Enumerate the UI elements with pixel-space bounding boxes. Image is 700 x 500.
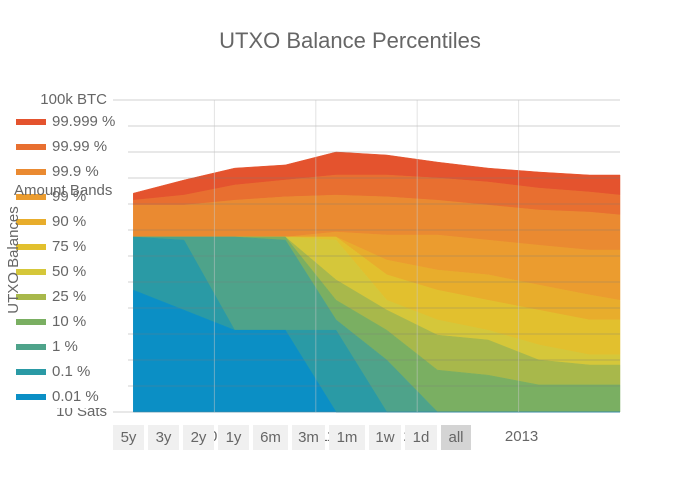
- legend-label: 1 %: [52, 338, 78, 355]
- range-button-label[interactable]: all: [448, 429, 463, 446]
- legend-label: 50 %: [52, 263, 86, 280]
- range-button-label[interactable]: 3y: [156, 429, 172, 446]
- legend-label: 0.01 %: [52, 388, 99, 405]
- legend-label: 75 %: [52, 238, 86, 255]
- legend-box: [10, 110, 128, 408]
- chart-title: UTXO Balance Percentiles: [219, 28, 481, 53]
- range-button[interactable]: [183, 425, 214, 450]
- range-button[interactable]: [113, 425, 144, 450]
- legend-label: 99 %: [52, 188, 86, 205]
- range-button-label[interactable]: 3m: [298, 429, 319, 446]
- range-button[interactable]: [329, 425, 365, 450]
- legend-label: 99.9 %: [52, 163, 99, 180]
- range-button[interactable]: [148, 425, 179, 450]
- x-tick-label: 2013: [505, 428, 538, 445]
- range-button-label[interactable]: 2y: [191, 429, 207, 446]
- legend-label: 99.999 %: [52, 113, 115, 130]
- range-button-label[interactable]: 1y: [226, 429, 242, 446]
- y-tick-label: 100k BTC: [40, 91, 107, 108]
- range-button-label[interactable]: 1d: [413, 429, 430, 446]
- legend-title: Amount Bands: [14, 182, 112, 199]
- range-button-label[interactable]: 6m: [260, 429, 281, 446]
- legend-label: 10 %: [52, 313, 86, 330]
- range-button[interactable]: [405, 425, 437, 450]
- range-button[interactable]: [253, 425, 288, 450]
- legend-label: 90 %: [52, 213, 86, 230]
- legend-label: 25 %: [52, 288, 86, 305]
- range-button-label[interactable]: 5y: [121, 429, 137, 446]
- range-button-label[interactable]: 1w: [375, 429, 394, 446]
- range-button[interactable]: [218, 425, 249, 450]
- range-button[interactable]: [441, 425, 471, 450]
- range-button-label[interactable]: 1m: [337, 429, 358, 446]
- range-button[interactable]: [292, 425, 325, 450]
- legend-label: 99.99 %: [52, 138, 107, 155]
- legend-label: 0.1 %: [52, 363, 90, 380]
- range-button[interactable]: [369, 425, 401, 450]
- y-axis-title: UTXO Balances: [5, 206, 22, 314]
- band-area: [133, 289, 620, 413]
